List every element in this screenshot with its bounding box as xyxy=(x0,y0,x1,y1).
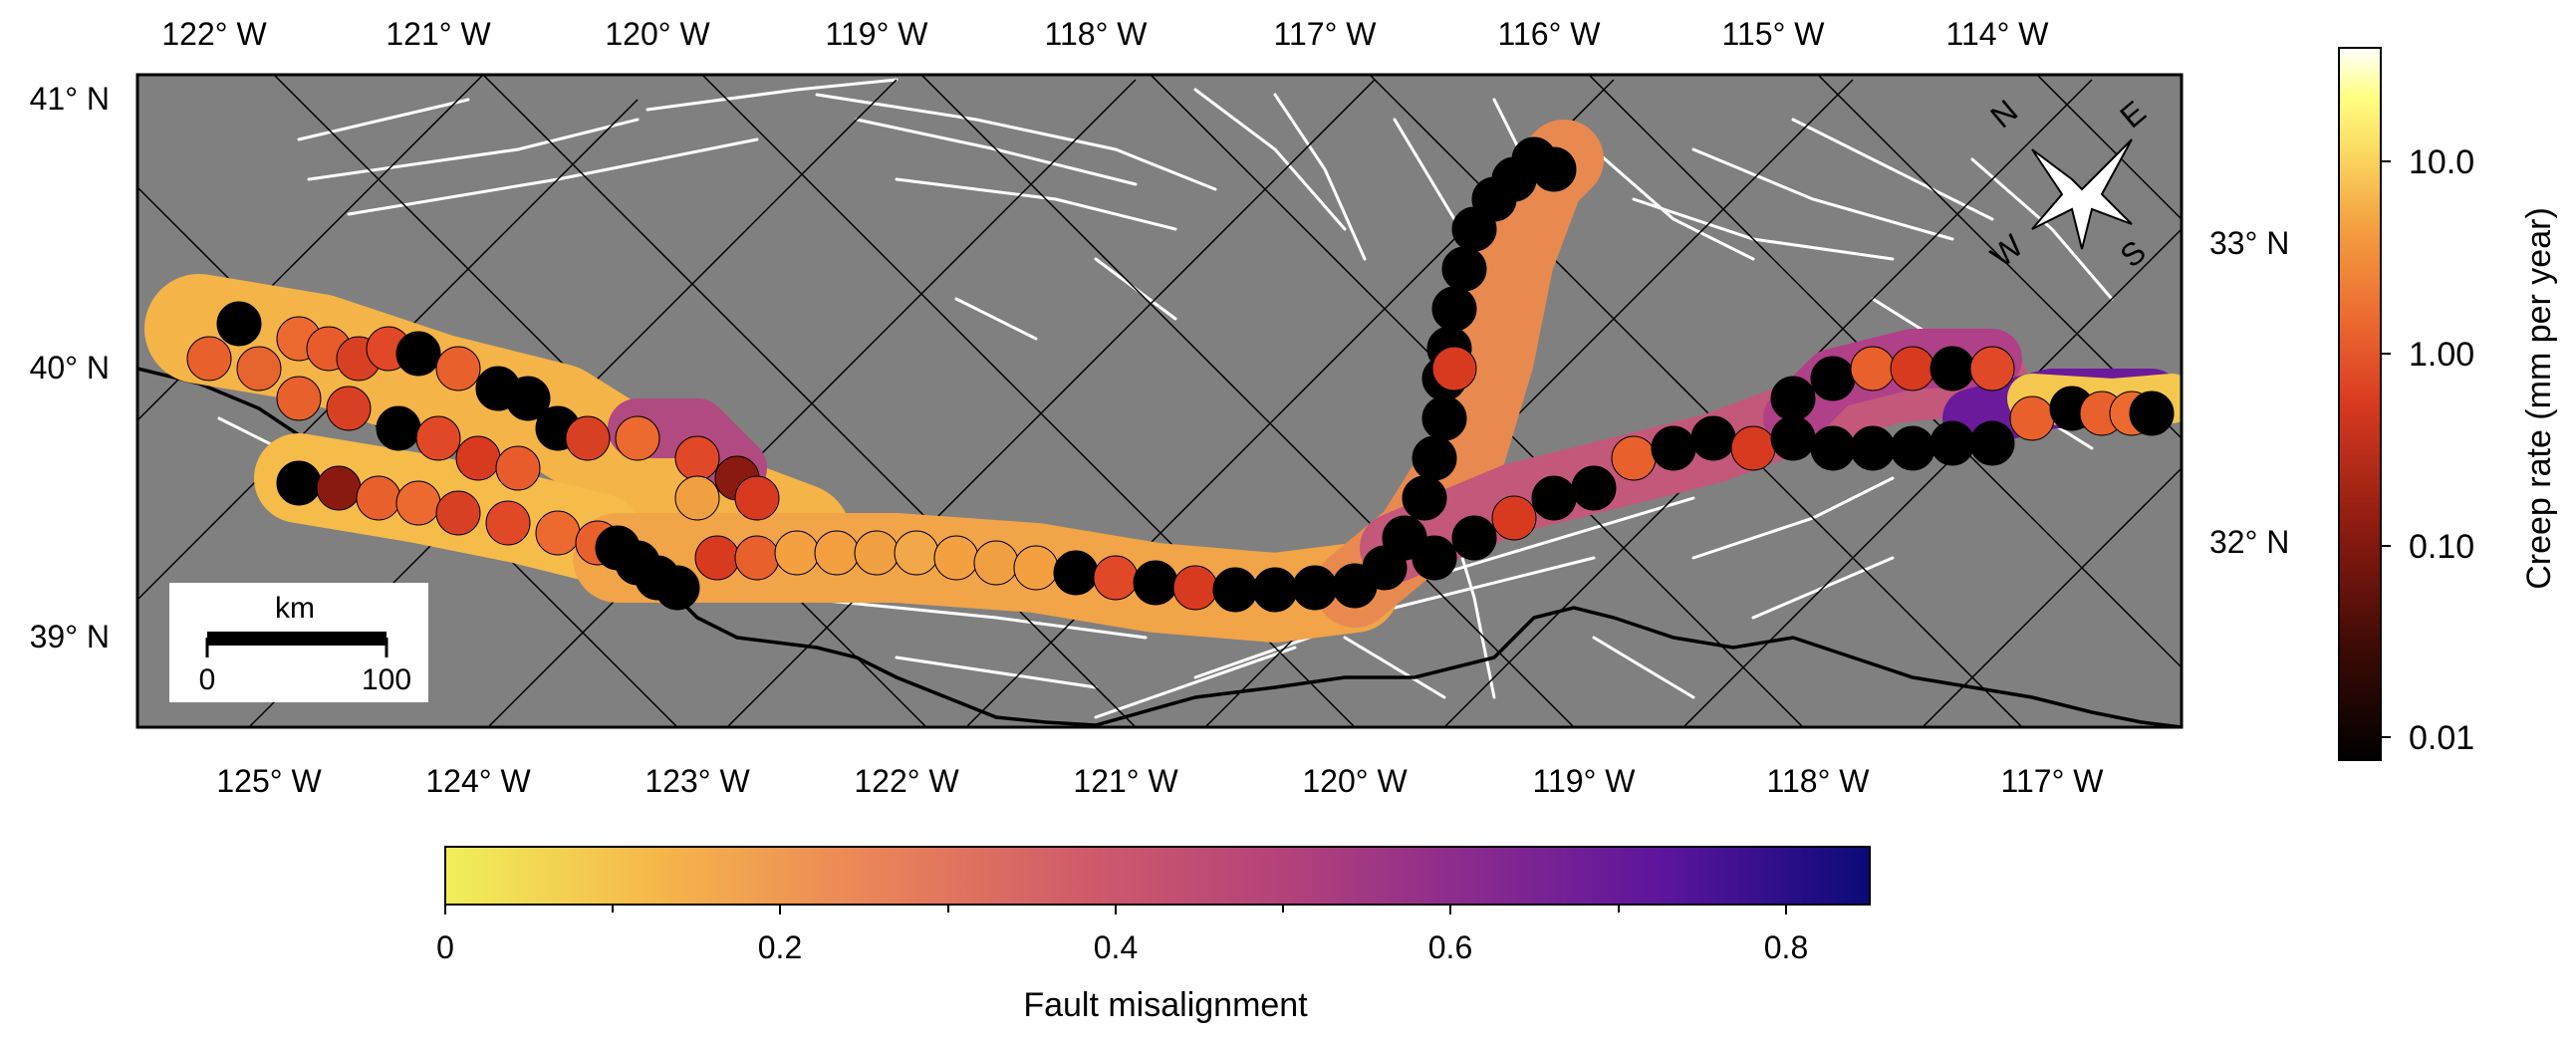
left-lat-label: 40° N xyxy=(30,350,110,386)
scale-start: 0 xyxy=(199,663,216,696)
top-lon-label: 122° W xyxy=(161,16,267,52)
right-lat-labels: 33° N 32° N xyxy=(2209,225,2289,560)
top-lon-labels: 122° W 121° W 120° W 119° W 118° W 117° … xyxy=(161,16,2049,52)
bottom-lon-label: 120° W xyxy=(1302,763,1408,799)
scale-unit: km xyxy=(275,592,315,625)
scale-bar: km 0 100 xyxy=(169,583,428,702)
bottom-lon-label: 121° W xyxy=(1073,763,1178,799)
map-panel: N E W S km 0 100 122° W 121° W 120° W 11… xyxy=(30,16,2290,799)
misalignment-tick-label: 0.4 xyxy=(1094,929,1138,965)
bottom-lon-label: 119° W xyxy=(1533,763,1637,799)
top-lon-label: 117° W xyxy=(1274,16,1378,52)
creep-colorbar-gradient xyxy=(2338,47,2382,761)
bottom-lon-label: 124° W xyxy=(425,763,531,799)
left-lat-label: 39° N xyxy=(30,619,110,654)
creep-markers xyxy=(186,136,2175,613)
top-lon-label: 119° W xyxy=(826,16,929,52)
top-lon-label: 120° W xyxy=(605,16,710,52)
top-lon-label: 118° W xyxy=(1045,16,1149,52)
creep-tick-label: 1.00 xyxy=(2409,336,2474,374)
top-lon-label: 115° W xyxy=(1722,16,1826,52)
map-frame xyxy=(135,73,2184,729)
misalignment-colorbar-gradient xyxy=(444,846,1871,906)
bottom-lon-labels: 125° W 124° W 123° W 122° W 121° W 120° … xyxy=(216,763,2104,799)
scale-end: 100 xyxy=(362,663,411,696)
creep-tick-label: 0.10 xyxy=(2409,528,2474,566)
top-lon-label: 121° W xyxy=(386,16,491,52)
creep-tick-label: 0.01 xyxy=(2409,719,2474,757)
top-lon-label: 114° W xyxy=(1946,16,2050,52)
top-lon-label: 116° W xyxy=(1498,16,1602,52)
misalignment-colorbar-title: Fault misalignment xyxy=(1023,986,1308,1024)
right-lat-label: 32° N xyxy=(2209,524,2289,560)
right-lat-label: 33° N xyxy=(2209,225,2289,261)
left-lat-label: 41° N xyxy=(30,81,110,117)
misalignment-tick-label: 0.2 xyxy=(758,929,802,965)
creep-tick-label: 10.0 xyxy=(2409,143,2474,181)
misalignment-tick-label: 0.8 xyxy=(1764,929,1808,965)
bottom-lon-label: 125° W xyxy=(216,763,322,799)
misalignment-tick-label: 0 xyxy=(436,929,454,965)
creep-colorbar: 10.0 1.00 0.10 0.01 Creep rate (mm per y… xyxy=(2338,47,2558,761)
misalignment-tick-label: 0.6 xyxy=(1428,929,1472,965)
bottom-lon-label: 118° W xyxy=(1767,763,1871,799)
misalignment-colorbar: 0 0.2 0.4 0.6 0.8 Fault misalignment xyxy=(436,846,1871,1024)
bottom-lon-label: 123° W xyxy=(644,763,750,799)
left-lat-labels: 41° N 40° N 39° N xyxy=(30,81,110,654)
bottom-lon-label: 122° W xyxy=(854,763,959,799)
creep-colorbar-title: Creep rate (mm per year) xyxy=(2520,207,2558,590)
bottom-lon-label: 117° W xyxy=(2001,763,2105,799)
